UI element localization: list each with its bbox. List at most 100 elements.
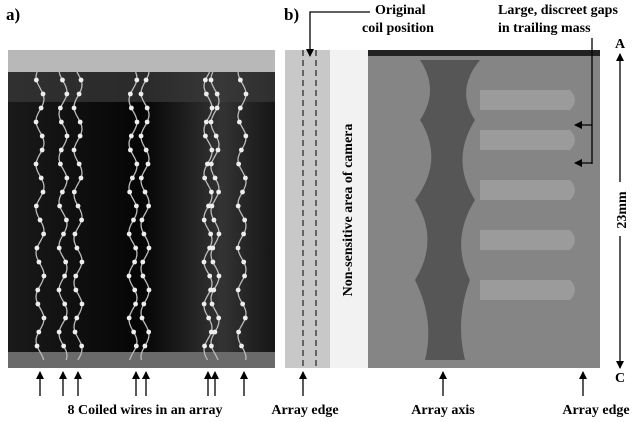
wire-bead <box>216 190 221 195</box>
wire-bead <box>238 78 243 83</box>
wire-bead <box>206 316 211 321</box>
wire-bead <box>202 344 207 349</box>
wire-bead <box>73 274 78 279</box>
wire-bead <box>75 246 80 251</box>
wire-bead <box>35 344 40 349</box>
wire-bead <box>139 134 144 139</box>
wire-bead <box>243 134 248 139</box>
annotation: coil position <box>362 21 434 36</box>
wire-bead <box>57 288 62 293</box>
wire-bead <box>38 218 43 223</box>
wire-bead <box>131 330 136 335</box>
wire-bead <box>72 106 77 111</box>
wire-bead <box>244 92 249 97</box>
wire-bead <box>64 92 69 97</box>
scale-end: C <box>615 371 625 386</box>
caption: Array edge <box>271 403 338 418</box>
wire-bead <box>61 232 66 237</box>
wire-bead <box>79 78 84 83</box>
photo-b <box>285 50 600 368</box>
caption: Array axis <box>411 403 475 418</box>
wire-bead <box>241 260 246 265</box>
wire-bead <box>41 92 46 97</box>
wire-bead <box>128 92 133 97</box>
wire-bead <box>203 78 208 83</box>
wire-bead <box>59 148 64 153</box>
wire-bead <box>78 134 83 139</box>
wire-bead <box>62 274 67 279</box>
wire-bead <box>216 148 221 153</box>
wire-bead <box>127 232 132 237</box>
annotation: in trailing mass <box>498 21 591 36</box>
wire-bead <box>241 232 246 237</box>
wire-bead <box>207 274 212 279</box>
wire-bead <box>147 288 152 293</box>
wire-bead <box>63 316 68 321</box>
wire-bead <box>243 316 248 321</box>
annotation: Large, discreet gaps <box>498 3 618 18</box>
wire-bead <box>139 92 144 97</box>
wire-bead <box>34 204 39 209</box>
wire-bead <box>143 190 148 195</box>
wire-bead <box>73 330 78 335</box>
wire-bead <box>76 204 81 209</box>
wire-bead <box>60 78 65 83</box>
wire-bead <box>129 106 134 111</box>
wire-bead <box>77 162 82 167</box>
wire-bead <box>147 246 152 251</box>
wire-bead <box>236 330 241 335</box>
wire-bead <box>130 176 135 181</box>
wire-bead <box>80 302 85 307</box>
wire-bead <box>146 162 151 167</box>
wire-bead <box>215 106 220 111</box>
wire-bead <box>239 148 244 153</box>
wire-bead <box>214 134 219 139</box>
wire-bead <box>77 92 82 97</box>
wire-bead <box>209 78 214 83</box>
wire-bead <box>216 316 221 321</box>
wire-bead <box>127 316 132 321</box>
wire-bead <box>242 218 247 223</box>
wire-bead <box>35 246 40 251</box>
wire-bead <box>74 316 79 321</box>
wire-bead <box>134 204 139 209</box>
annotation: Original <box>375 3 426 18</box>
wire-bead <box>202 176 207 181</box>
wire-bead <box>131 218 136 223</box>
wire-bead <box>42 274 47 279</box>
wire-bead <box>210 302 215 307</box>
wire-bead <box>72 148 77 153</box>
wire-bead <box>35 288 40 293</box>
wire-bead <box>40 148 45 153</box>
wire-bead <box>41 190 46 195</box>
wire-bead <box>204 120 209 125</box>
wire-bead <box>128 148 133 153</box>
wire-bead <box>145 120 150 125</box>
wire-bead <box>209 162 214 167</box>
wire-bead <box>210 246 215 251</box>
wire-bead <box>213 330 218 335</box>
wire-bead <box>208 232 213 237</box>
wire-bead <box>209 148 214 153</box>
wire-bead <box>209 190 214 195</box>
wire-bead <box>140 260 145 265</box>
wire-bead <box>57 330 62 335</box>
wire-bead <box>243 176 248 181</box>
wire-bead <box>79 344 84 349</box>
wire-bead <box>65 134 70 139</box>
wire-bead <box>215 92 220 97</box>
wire-bead <box>202 260 207 265</box>
wire-bead <box>79 218 84 223</box>
wire-bead <box>57 204 62 209</box>
wire-bead <box>145 106 150 111</box>
wire-bead <box>134 78 139 83</box>
wire-bead <box>210 106 215 111</box>
wire-bead <box>242 274 247 279</box>
wire-bead <box>210 204 215 209</box>
non-sensitive-label: Non-sensitive area of camera <box>341 124 356 297</box>
wire-bead <box>64 218 69 223</box>
wire-bead <box>40 134 45 139</box>
wire-bead <box>42 316 47 321</box>
wire-bead <box>61 344 66 349</box>
wire-bead <box>143 344 148 349</box>
